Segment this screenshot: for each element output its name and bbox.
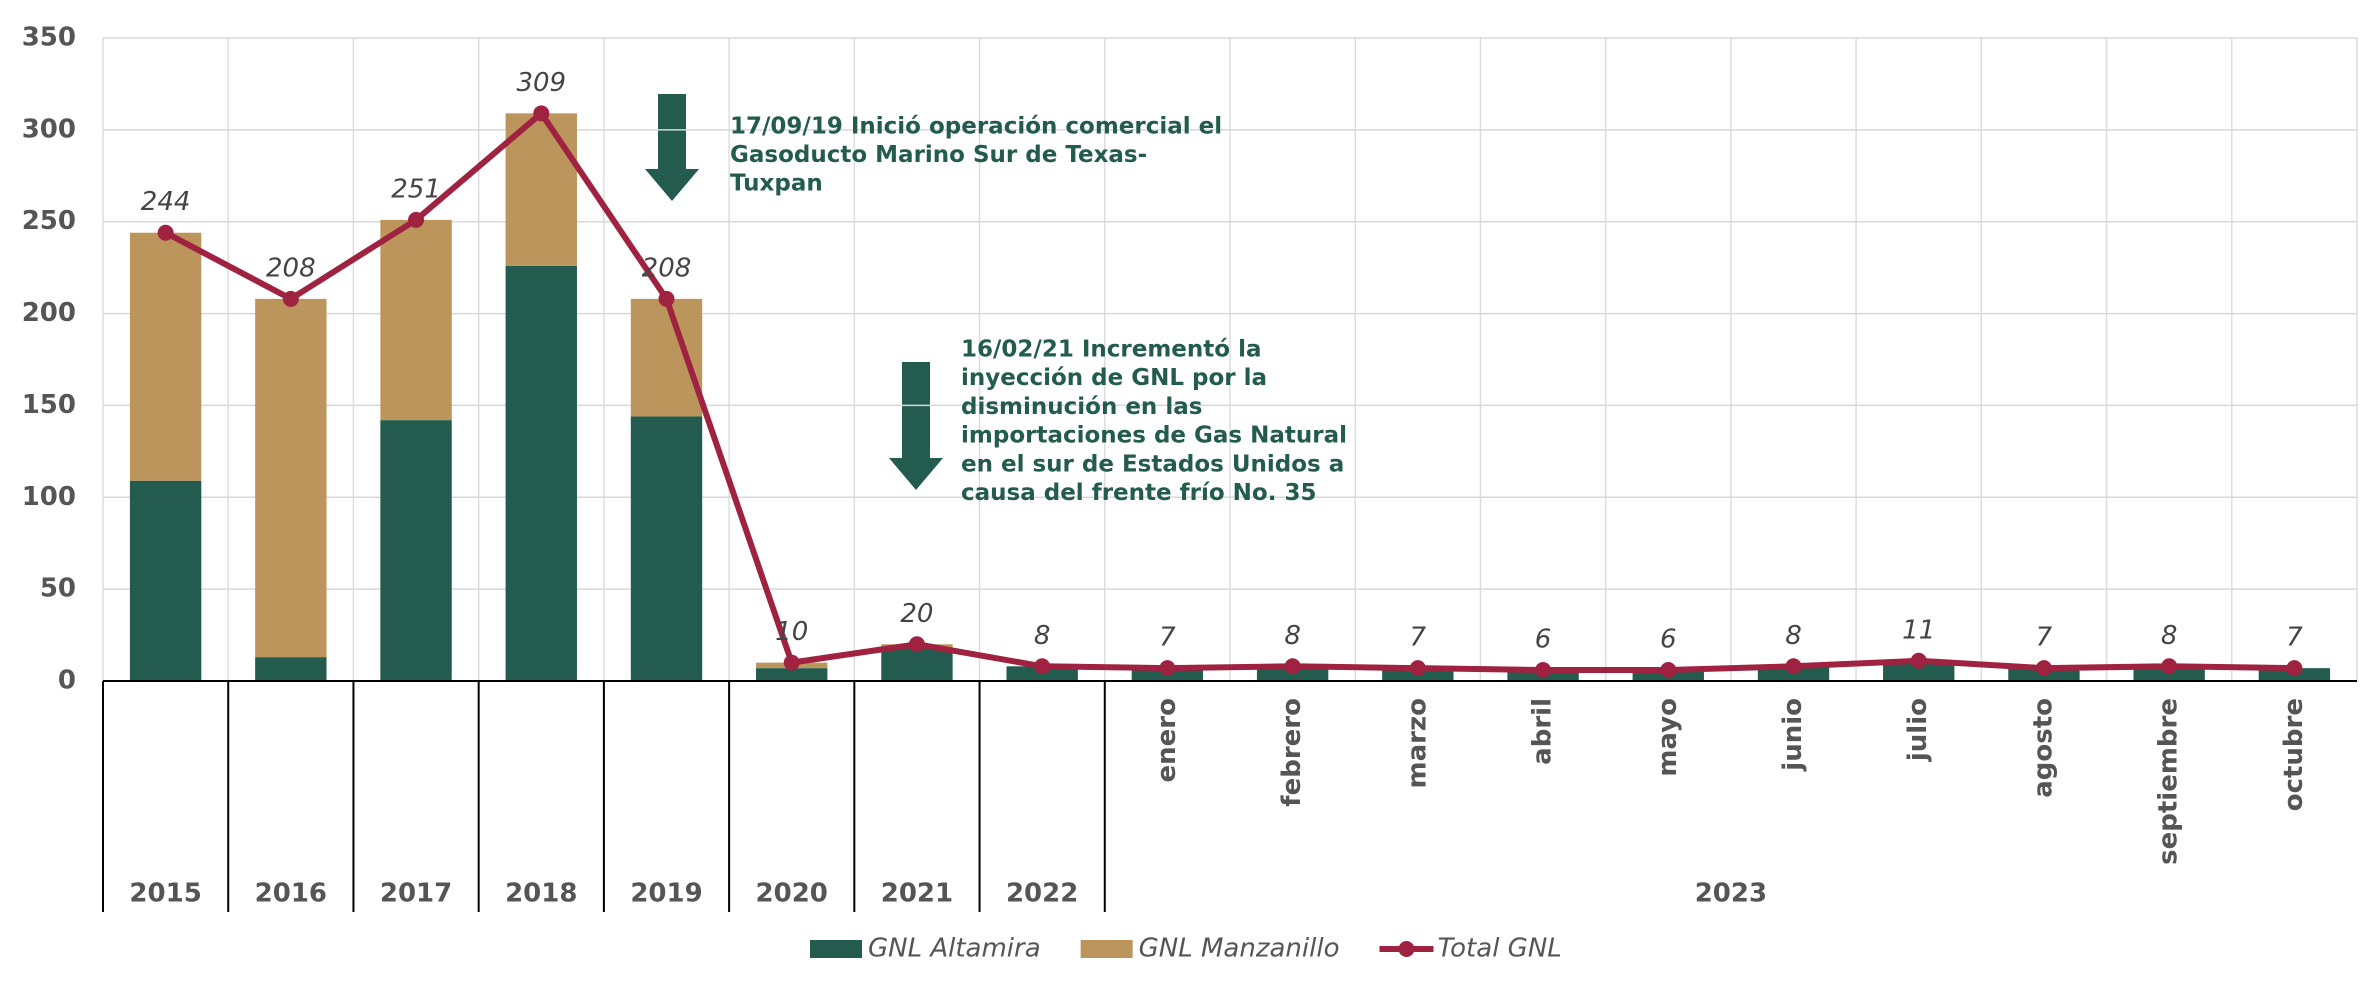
data-label: 8 (1284, 621, 1301, 651)
line-marker (2161, 658, 2177, 674)
x-tick-label: 2022 (1006, 879, 1078, 909)
data-label: 7 (2036, 623, 2053, 653)
x-tick-label: 2019 (630, 879, 702, 909)
x-tick-label: 2021 (881, 879, 953, 909)
legend-label: GNL Altamira (868, 934, 1041, 964)
legend-label: GNL Manzanillo (1139, 934, 1340, 964)
y-tick-label: 200 (22, 298, 76, 328)
data-label: 309 (516, 68, 566, 98)
data-label: 6 (1660, 624, 1677, 654)
bar (380, 220, 451, 420)
bar (255, 299, 326, 657)
data-label: 251 (391, 174, 441, 204)
data-label: 7 (2286, 623, 2303, 653)
line-marker (1786, 658, 1802, 674)
y-tick-label: 250 (22, 206, 76, 236)
x-tick-label: agosto (2028, 698, 2058, 798)
line-marker (1911, 653, 1927, 669)
line-marker (533, 105, 549, 121)
legend-swatch (1398, 941, 1414, 957)
x-tick-label: 2015 (129, 879, 201, 909)
line-marker (909, 636, 925, 652)
chart: 0501001502002503003502015201620172018201… (0, 0, 2369, 987)
annotation: Gasoducto Marino Sur de Texas- (730, 142, 1147, 168)
annotation: importaciones de Gas Natural (961, 423, 1347, 449)
y-tick-label: 100 (22, 482, 76, 512)
data-label: 7 (1159, 623, 1176, 653)
line-marker (158, 225, 174, 241)
line-marker (1535, 662, 1551, 678)
x-tick-label: abril (1528, 698, 1558, 765)
annotation: inyección de GNL por la (961, 365, 1267, 391)
data-label: 7 (1410, 623, 1427, 653)
y-tick-label: 50 (40, 574, 76, 604)
data-label: 20 (900, 599, 933, 629)
bar (255, 657, 326, 681)
annotation: causa del frente frío No. 35 (961, 480, 1316, 506)
x-tick-label: mayo (1653, 698, 1683, 777)
y-tick-label: 350 (22, 23, 76, 53)
x-tick-label: junio (1778, 698, 1808, 772)
bar (130, 233, 201, 481)
x-tick-label: octubre (2279, 698, 2309, 811)
x-tick-label: marzo (1402, 698, 1432, 788)
line-marker (283, 291, 299, 307)
x-tick-label: febrero (1277, 698, 1307, 807)
line-marker (408, 212, 424, 228)
bar (631, 416, 702, 681)
legend-swatch (1081, 940, 1133, 958)
bar (631, 299, 702, 417)
y-tick-label: 150 (22, 390, 76, 420)
legend-label: Total GNL (1437, 934, 1561, 964)
line-marker (659, 291, 675, 307)
data-label: 10 (775, 617, 808, 647)
bar (380, 420, 451, 681)
annotation: Tuxpan (730, 171, 823, 197)
x-tick-label: septiembre (2154, 698, 2184, 865)
annotation: 16/02/21 Incrementó la (961, 337, 1261, 363)
y-tick-label: 0 (58, 666, 76, 696)
data-label: 208 (642, 253, 692, 283)
line-marker (1034, 658, 1050, 674)
line-marker (1285, 658, 1301, 674)
line-marker (1159, 660, 1175, 676)
x-tick-label: enero (1152, 698, 1182, 782)
x-group-label: 2023 (1695, 879, 1767, 909)
x-tick-label: 2017 (380, 879, 452, 909)
x-tick-label: 2016 (255, 879, 327, 909)
data-label: 8 (2161, 621, 2178, 651)
data-label: 8 (1785, 621, 1802, 651)
annotation: disminución en las (961, 394, 1202, 420)
data-label: 8 (1034, 621, 1051, 651)
line-marker (1410, 660, 1426, 676)
x-tick-label: 2018 (505, 879, 577, 909)
bar (881, 648, 952, 681)
line-marker (784, 655, 800, 671)
bar (130, 481, 201, 681)
data-label: 208 (266, 253, 316, 283)
annotation: 17/09/19 Inició operación comercial el (730, 114, 1222, 140)
y-tick-label: 300 (22, 114, 76, 144)
data-label: 244 (141, 187, 191, 217)
annotation: en el sur de Estados Unidos a (961, 451, 1344, 477)
data-label: 6 (1535, 624, 1552, 654)
bar (506, 266, 577, 681)
data-label: 11 (1902, 615, 1935, 645)
line-marker (2286, 660, 2302, 676)
line-marker (2036, 660, 2052, 676)
line-marker (1660, 662, 1676, 678)
x-tick-label: 2020 (756, 879, 828, 909)
x-tick-label: julio (1903, 698, 1933, 762)
legend-swatch (810, 940, 862, 958)
